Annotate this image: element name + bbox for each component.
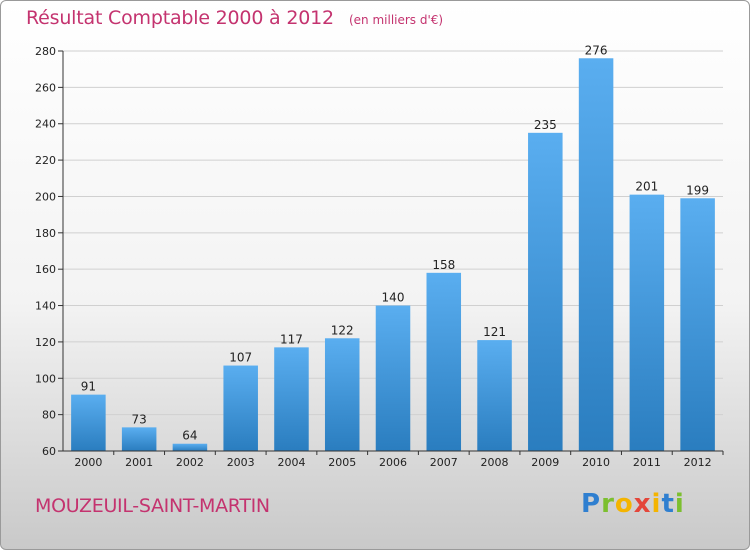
y-tick-label: 120 — [35, 336, 56, 349]
brand-letter: P — [581, 489, 602, 519]
y-tick-label: 80 — [42, 409, 56, 422]
data-label: 107 — [229, 351, 252, 365]
bars — [71, 58, 715, 452]
data-label: 140 — [382, 291, 405, 305]
x-tick-label: 2001 — [125, 456, 153, 469]
data-label: 158 — [432, 258, 455, 272]
title-row: Résultat Comptable 2000 à 2012 (en milli… — [26, 7, 443, 29]
x-tick-label: 2005 — [328, 456, 356, 469]
brand-letter: i — [651, 489, 662, 519]
brand-letter: i — [674, 489, 685, 519]
x-tick-label: 2009 — [531, 456, 559, 469]
brand-logo: Proxiti — [581, 489, 685, 519]
bar — [477, 340, 512, 451]
data-label: 73 — [132, 412, 147, 426]
y-tick-label: 160 — [35, 263, 56, 276]
brand-letter: x — [633, 489, 652, 519]
x-tick-label: 2012 — [684, 456, 712, 469]
place-name: MOUZEUIL-SAINT-MARTIN — [35, 495, 270, 517]
data-label: 91 — [81, 380, 96, 394]
bar — [578, 58, 614, 451]
x-tick-label: 2010 — [582, 456, 610, 469]
chart-unit: (en milliers d'€) — [348, 13, 444, 27]
y-tick-label: 280 — [35, 45, 56, 58]
x-tick-label: 2011 — [633, 456, 661, 469]
bar — [629, 194, 665, 452]
bar — [426, 272, 462, 451]
data-label: 64 — [182, 429, 197, 443]
data-label: 121 — [483, 325, 506, 339]
bar — [274, 347, 309, 451]
x-tick-label: 2000 — [74, 456, 102, 469]
x-tick-label: 2006 — [379, 456, 407, 469]
x-tick-label: 2007 — [430, 456, 458, 469]
bar — [324, 338, 360, 451]
axes — [58, 50, 724, 455]
bar — [375, 305, 411, 451]
y-tick-label: 220 — [35, 154, 56, 167]
data-label: 235 — [534, 118, 557, 132]
data-label: 117 — [280, 332, 303, 346]
data-label: 201 — [635, 180, 658, 194]
data-label: 276 — [585, 43, 608, 57]
data-label: 199 — [686, 183, 709, 197]
bar — [223, 365, 258, 451]
y-tick-label: 60 — [42, 445, 56, 458]
bar — [528, 132, 563, 451]
chart-title: Résultat Comptable 2000 à 2012 — [26, 7, 334, 29]
y-tick-label: 140 — [35, 300, 56, 313]
bar — [121, 427, 157, 451]
y-tick-label: 100 — [35, 372, 56, 385]
x-tick-label: 2002 — [176, 456, 204, 469]
bar — [71, 394, 106, 451]
brand-letter: o — [614, 489, 634, 519]
data-label: 122 — [331, 323, 354, 337]
bar — [680, 198, 715, 451]
y-tick-label: 200 — [35, 190, 56, 203]
x-tick-label: 2003 — [227, 456, 255, 469]
y-tick-label: 240 — [35, 118, 56, 131]
y-tick-label: 260 — [35, 81, 56, 94]
x-tick-label: 2008 — [481, 456, 509, 469]
brand-letter: r — [601, 489, 615, 519]
labels: 60 80 100 120 140 160 180 200 220 240 260 280 2000 91… — [35, 43, 712, 469]
bar — [172, 443, 208, 451]
brand-letter: t — [661, 489, 675, 519]
x-tick-label: 2004 — [277, 456, 305, 469]
y-tick-label: 180 — [35, 227, 56, 240]
